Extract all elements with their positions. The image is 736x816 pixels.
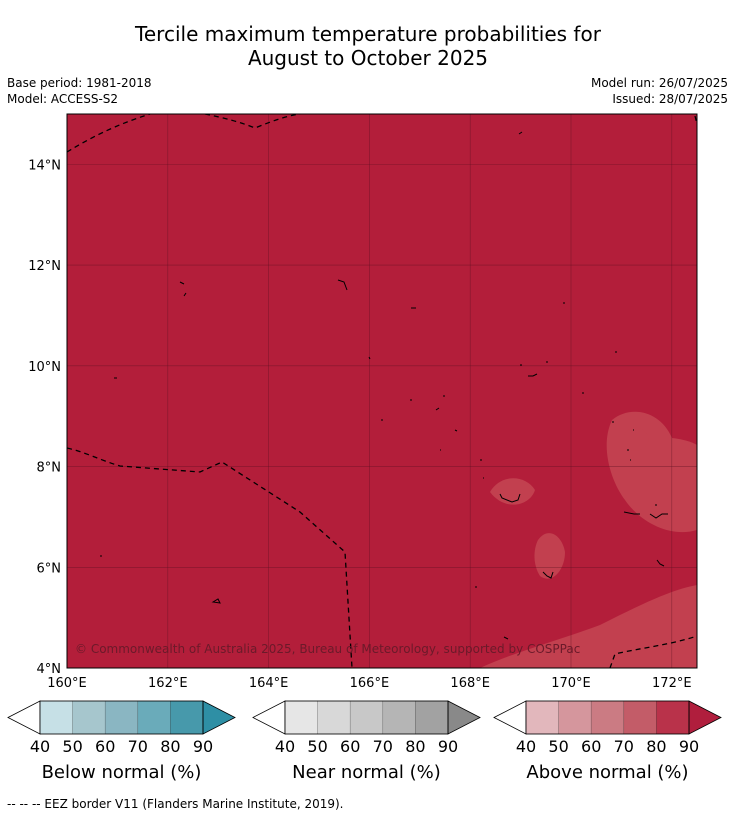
x-tick-label: 164°E bbox=[249, 676, 289, 691]
island-rongelap bbox=[337, 279, 348, 291]
x-tick-label: 166°E bbox=[350, 676, 390, 691]
colorbar-tick-label: 80 bbox=[646, 737, 666, 756]
model-name: Model: ACCESS-S2 bbox=[7, 92, 119, 106]
colorbar-segment bbox=[558, 700, 592, 735]
colorbar-tick-label: 50 bbox=[548, 737, 568, 756]
x-tick-label: 168°E bbox=[450, 676, 490, 691]
colorbar-segment bbox=[656, 700, 690, 735]
map-background bbox=[67, 114, 697, 668]
colorbar-segment bbox=[623, 700, 657, 735]
map-frame bbox=[66, 113, 698, 669]
x-tick-label: 162°E bbox=[148, 676, 188, 691]
gridlines bbox=[67, 114, 697, 668]
colorbar-segment bbox=[137, 700, 171, 735]
colorbar-extend-low bbox=[7, 700, 41, 735]
colorbar-tick-label: 60 bbox=[581, 737, 601, 756]
colorbar-segment bbox=[525, 700, 559, 735]
x-axis-ticks: 160°E 162°E 164°E 166°E 168°E 170°E 172°E bbox=[47, 676, 691, 691]
eez-border-west bbox=[67, 447, 353, 668]
colorbar-segment bbox=[415, 700, 449, 735]
near-normal-colorbar: 40 50 60 70 80 90 Near normal (%) bbox=[252, 700, 481, 783]
y-tick-label: 14°N bbox=[28, 158, 61, 173]
lighter-region-se bbox=[480, 585, 697, 668]
colorbar-segment bbox=[104, 700, 139, 735]
lighter-region-center bbox=[490, 478, 535, 505]
base-period: Base period: 1981-2018 bbox=[7, 76, 152, 90]
colorbar-outline bbox=[525, 700, 690, 735]
x-tick-label: 170°E bbox=[551, 676, 591, 691]
colorbar-segment bbox=[39, 700, 73, 735]
colorbar-outline bbox=[284, 700, 449, 735]
colorbar-segment bbox=[72, 700, 106, 735]
title-line-1: Tercile maximum temperature probabilitie… bbox=[135, 22, 601, 46]
colorbar-tick-label: 90 bbox=[679, 737, 699, 756]
colorbar-segment bbox=[349, 700, 384, 735]
y-tick-label: 12°N bbox=[28, 259, 61, 274]
below-normal-colorbar: 40 50 60 70 80 90 Below normal (%) bbox=[7, 700, 236, 783]
island-bikini bbox=[179, 281, 187, 297]
colorbar-extend-high bbox=[202, 700, 236, 735]
colorbar-extend-low bbox=[493, 700, 527, 735]
colorbar-extend-high bbox=[447, 700, 481, 735]
eez-footnote: -- -- -- EEZ border V11 (Flanders Marine… bbox=[7, 797, 344, 811]
lighter-region-small bbox=[624, 427, 649, 451]
colorbar-extend-high bbox=[688, 700, 722, 735]
colorbar-tick-label: 90 bbox=[438, 737, 458, 756]
eez-borders bbox=[67, 114, 697, 668]
colorbar-tick-label: 80 bbox=[160, 737, 180, 756]
island-tarawa bbox=[612, 421, 668, 519]
colorbar-tick-label: 40 bbox=[30, 737, 50, 756]
x-tick-label: 160°E bbox=[47, 676, 87, 691]
colorbar-tick-label: 70 bbox=[128, 737, 148, 756]
colorbar-tick-label: 80 bbox=[405, 737, 425, 756]
colorbar-tick-label: 70 bbox=[614, 737, 634, 756]
above-normal-title: Above normal (%) bbox=[526, 762, 688, 783]
meta-left: Base period: 1981-2018 Model: ACCESS-S2 bbox=[7, 75, 152, 107]
islands bbox=[100, 131, 668, 640]
issued-date: Issued: 28/07/2025 bbox=[612, 92, 728, 106]
y-tick-label: 4°N bbox=[37, 662, 62, 677]
x-tick-label: 172°E bbox=[652, 676, 692, 691]
colorbar-tick-label: 40 bbox=[516, 737, 536, 756]
colorbar-tick-label: 60 bbox=[340, 737, 360, 756]
map-title: Tercile maximum temperature probabilitie… bbox=[0, 22, 736, 70]
colorbar-segment bbox=[170, 700, 204, 735]
y-tick-label: 8°N bbox=[37, 461, 62, 476]
colorbar-segment bbox=[317, 700, 351, 735]
eez-border-north bbox=[67, 114, 301, 153]
eez-border-east-edge bbox=[694, 115, 697, 125]
below-normal-title: Below normal (%) bbox=[42, 762, 202, 783]
colorbar-outline bbox=[39, 700, 204, 735]
colorbar-segment bbox=[284, 700, 318, 735]
title-line-2: August to October 2025 bbox=[247, 46, 489, 70]
island-kosrae bbox=[100, 555, 221, 604]
colorbar-segment bbox=[382, 700, 416, 735]
map-figure: © Commonwealth of Australia 2025, Bureau… bbox=[7, 113, 722, 783]
colorbar-tick-label: 60 bbox=[95, 737, 115, 756]
map-panel: © Commonwealth of Australia 2025, Bureau… bbox=[66, 113, 698, 669]
y-axis-ticks: 4°N 6°N 8°N 10°N 12°N 14°N bbox=[28, 158, 61, 677]
copyright-notice: © Commonwealth of Australia 2025, Bureau… bbox=[75, 642, 580, 656]
island-kwajalein bbox=[368, 356, 458, 451]
island-majuro bbox=[480, 459, 521, 503]
island-butaritari bbox=[656, 559, 665, 567]
near-normal-title: Near normal (%) bbox=[292, 762, 441, 783]
colorbar-tick-label: 50 bbox=[62, 737, 82, 756]
colorbar-tick-label: 90 bbox=[193, 737, 213, 756]
colorbar-segment bbox=[590, 700, 625, 735]
above-normal-colorbar: 40 50 60 70 80 90 Above normal (%) bbox=[493, 700, 722, 783]
y-tick-label: 10°N bbox=[28, 360, 61, 375]
colorbar-extend-low bbox=[252, 700, 286, 735]
island-mili bbox=[475, 571, 554, 640]
colorbar-tick-label: 70 bbox=[373, 737, 393, 756]
meta-right: Model run: 26/07/2025 Issued: 28/07/2025 bbox=[591, 75, 728, 107]
colorbar-tick-label: 50 bbox=[307, 737, 327, 756]
y-tick-label: 6°N bbox=[37, 561, 62, 576]
island-ratak bbox=[518, 131, 617, 394]
colorbar-legends: 40 50 60 70 80 90 Below normal (%) 40 50 60 70 80 90… bbox=[7, 700, 722, 783]
model-run: Model run: 26/07/2025 bbox=[590, 76, 728, 90]
colorbar-tick-label: 40 bbox=[275, 737, 295, 756]
